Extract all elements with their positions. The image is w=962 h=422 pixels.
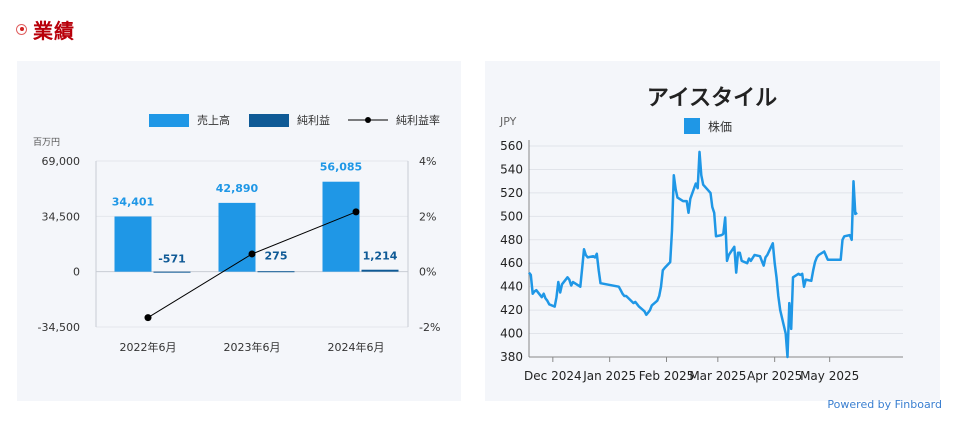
y-axis-tick-label: 440 [500,280,523,294]
x-axis-tick-label: Mar 2025 [689,369,746,383]
sales-bar [218,202,256,272]
legend-label-sales: 売上高 [197,113,230,127]
net-income-data-label: 1,214 [363,250,398,263]
y-axis-tick-label: 500 [500,209,523,223]
sales-bar [114,216,152,272]
stock-price-chart: アイスタイル JPY 株価 380 400 420 440 460 480 500 520 540 56… [499,86,903,383]
margin-point [352,208,360,216]
y-axis-tick-label: 480 [500,233,523,247]
performance-chart-panel: 売上高 純利益 純利益率百万円 69,000 34,500 0 -34,500 4% 2% 0% -… [17,61,461,401]
sales-data-label: 56,085 [320,161,362,174]
y-axis-unit-label: JPY [499,115,517,128]
section-header: 業績 [16,14,75,44]
left-axis-tick-label: 34,500 [42,210,81,223]
x-axis-tick-label: May 2025 [800,369,859,383]
y-axis-tick-label: 520 [500,186,523,200]
x-axis-category-label: 2024年6月 [328,340,385,354]
x-axis-tick-label: Apr 2025 [747,369,802,383]
net-income-data-label: 275 [265,250,288,263]
legend-label-margin: 純利益率 [396,113,440,127]
powered-by-link[interactable]: Powered by Finboard [827,398,942,411]
x-axis-category-label: 2022年6月 [120,340,177,354]
margin-point [144,314,152,322]
right-axis-tick-label: 0% [419,266,436,279]
left-axis-tick-label: -34,500 [38,321,80,334]
stock-price-line [528,150,858,359]
right-axis-tick-label: -2% [419,321,440,334]
y-axis-tick-label: 400 [500,327,523,341]
x-axis-tick-label: Feb 2025 [639,369,695,383]
legend-line-margin-marker [365,117,371,123]
y-axis-tick-label: 380 [500,350,523,364]
y-axis-tick-label: 460 [500,256,523,270]
unit-label: 百万円 [33,137,60,148]
legend-label-net-income: 純利益 [297,113,330,127]
legend-swatch-net-income [249,114,289,127]
right-axis-tick-label: 2% [419,210,436,223]
net-income-bar [257,271,295,273]
section-title: 業績 [33,18,75,43]
margin-point [248,250,256,258]
legend-swatch-stock [684,118,700,134]
right-axis-tick-label: 4% [419,155,436,168]
net-income-bar [153,271,191,273]
left-axis-tick-label: 69,000 [42,155,81,168]
legend-label-stock: 株価 [708,119,732,134]
sales-data-label: 34,401 [112,195,154,208]
chart-title: アイスタイル [647,86,777,111]
y-axis-tick-label: 420 [500,303,523,317]
stock-chart-panel: アイスタイル JPY 株価 380 400 420 440 460 480 500 520 540 56… [485,61,940,401]
sales-bar [322,181,360,272]
net-income-bar [361,269,399,272]
net-income-data-label: -571 [158,253,186,266]
x-axis-category-label: 2023年6月 [224,340,281,354]
y-axis-tick-label: 540 [500,162,523,176]
x-axis-tick-label: Jan 2025 [582,369,636,383]
sales-data-label: 42,890 [216,182,259,195]
y-axis-tick-label: 560 [500,139,523,153]
section-bullet-icon [16,23,27,35]
x-axis-tick-label: Dec 2024 [524,369,582,383]
legend-swatch-sales [149,114,189,127]
left-axis-tick-label: 0 [73,266,80,279]
